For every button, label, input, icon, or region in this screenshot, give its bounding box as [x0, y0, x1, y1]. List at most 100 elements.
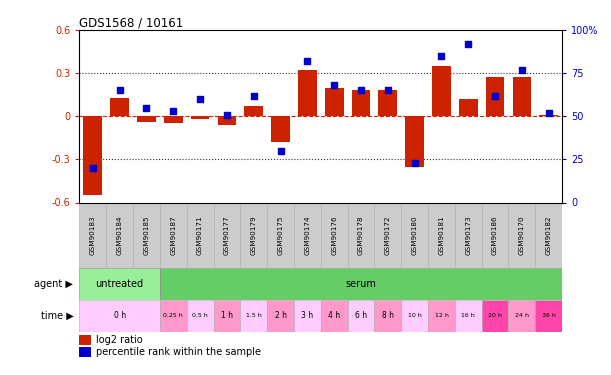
Text: GSM90170: GSM90170	[519, 216, 525, 255]
Text: 0.25 h: 0.25 h	[163, 314, 183, 318]
Bar	[160, 268, 562, 300]
Bar	[213, 202, 240, 268]
Text: 36 h: 36 h	[542, 314, 555, 318]
Text: GSM90177: GSM90177	[224, 216, 230, 255]
Bar	[455, 202, 481, 268]
Text: GSM90187: GSM90187	[170, 216, 177, 255]
Point	[142, 105, 152, 111]
Bar	[508, 300, 535, 332]
Text: GSM90183: GSM90183	[90, 216, 96, 255]
Text: GSM90180: GSM90180	[412, 216, 418, 255]
Point	[276, 148, 285, 154]
Text: 6 h: 6 h	[355, 311, 367, 320]
Point	[249, 93, 258, 99]
Bar	[405, 116, 424, 166]
Bar	[459, 99, 478, 116]
Bar	[401, 300, 428, 332]
Bar	[133, 202, 160, 268]
Text: 20 h: 20 h	[488, 314, 502, 318]
Text: 1 h: 1 h	[221, 311, 233, 320]
Bar	[213, 300, 240, 332]
Bar	[137, 116, 156, 122]
Text: GSM90178: GSM90178	[358, 216, 364, 255]
Bar	[378, 90, 397, 116]
Bar	[298, 70, 316, 116]
Text: 0.5 h: 0.5 h	[192, 314, 208, 318]
Text: 4 h: 4 h	[328, 311, 340, 320]
Bar	[455, 300, 481, 332]
Text: GSM90175: GSM90175	[277, 216, 284, 255]
Bar	[428, 202, 455, 268]
Bar	[244, 106, 263, 116]
Text: 1.5 h: 1.5 h	[246, 314, 262, 318]
Point	[329, 82, 339, 88]
Bar	[79, 268, 160, 300]
Text: GSM90181: GSM90181	[439, 216, 444, 255]
Bar	[294, 202, 321, 268]
Point	[410, 160, 420, 166]
Bar	[508, 202, 535, 268]
Text: 24 h: 24 h	[515, 314, 529, 318]
Bar	[79, 202, 106, 268]
Text: GSM90172: GSM90172	[385, 216, 391, 255]
Bar	[187, 202, 213, 268]
Point	[517, 67, 527, 73]
Bar	[160, 300, 187, 332]
Point	[463, 41, 473, 47]
Text: GSM90173: GSM90173	[465, 216, 471, 255]
Point	[544, 110, 554, 116]
Bar	[486, 78, 505, 116]
Bar	[428, 300, 455, 332]
Point	[490, 93, 500, 99]
Text: GSM90186: GSM90186	[492, 216, 498, 255]
Bar	[187, 300, 213, 332]
Text: GSM90179: GSM90179	[251, 216, 257, 255]
Bar	[351, 90, 370, 116]
Text: 12 h: 12 h	[434, 314, 448, 318]
Bar	[267, 202, 294, 268]
Bar	[375, 202, 401, 268]
Point	[88, 165, 98, 171]
Text: untreated: untreated	[95, 279, 144, 289]
Bar	[240, 300, 267, 332]
Text: agent ▶: agent ▶	[34, 279, 73, 289]
Bar	[325, 87, 343, 116]
Bar	[348, 202, 375, 268]
Text: 2 h: 2 h	[274, 311, 287, 320]
Bar	[84, 116, 102, 195]
Bar	[106, 202, 133, 268]
Point	[222, 111, 232, 117]
Bar	[267, 300, 294, 332]
Bar	[348, 300, 375, 332]
Text: 8 h: 8 h	[382, 311, 394, 320]
Bar	[481, 300, 508, 332]
Bar	[535, 300, 562, 332]
Text: serum: serum	[346, 279, 376, 289]
Bar	[513, 78, 532, 116]
Text: time ▶: time ▶	[40, 311, 73, 321]
Text: GSM90171: GSM90171	[197, 216, 203, 255]
Bar	[191, 116, 210, 119]
Bar	[240, 202, 267, 268]
Bar	[271, 116, 290, 142]
Point	[302, 58, 312, 64]
Text: GSM90185: GSM90185	[144, 216, 150, 255]
Point	[115, 87, 125, 93]
Text: GSM90184: GSM90184	[117, 216, 123, 255]
Text: 10 h: 10 h	[408, 314, 422, 318]
Bar	[160, 202, 187, 268]
Text: GDS1568 / 10161: GDS1568 / 10161	[79, 17, 184, 30]
Point	[383, 87, 393, 93]
Point	[356, 87, 366, 93]
Bar	[79, 347, 92, 357]
Text: 16 h: 16 h	[461, 314, 475, 318]
Bar	[432, 66, 451, 116]
Bar	[401, 202, 428, 268]
Bar	[540, 115, 558, 116]
Bar	[79, 300, 160, 332]
Text: 3 h: 3 h	[301, 311, 313, 320]
Text: log2 ratio: log2 ratio	[97, 335, 143, 345]
Bar	[375, 300, 401, 332]
Bar	[110, 98, 129, 116]
Text: GSM90182: GSM90182	[546, 216, 552, 255]
